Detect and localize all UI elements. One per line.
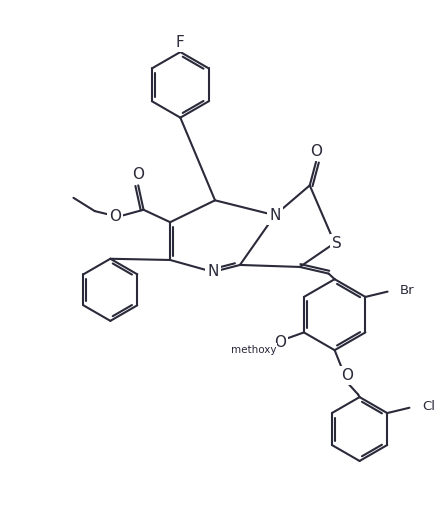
Text: S: S xyxy=(332,235,342,250)
Text: N: N xyxy=(207,264,218,280)
Text: O: O xyxy=(341,368,353,383)
Text: methoxy: methoxy xyxy=(231,345,276,354)
Text: Br: Br xyxy=(400,284,415,297)
Text: O: O xyxy=(274,335,286,350)
Text: O: O xyxy=(132,167,144,182)
Text: O: O xyxy=(310,144,322,159)
Text: F: F xyxy=(176,35,185,50)
Text: O: O xyxy=(109,209,121,224)
Text: Cl: Cl xyxy=(422,400,435,413)
Text: N: N xyxy=(269,208,280,223)
